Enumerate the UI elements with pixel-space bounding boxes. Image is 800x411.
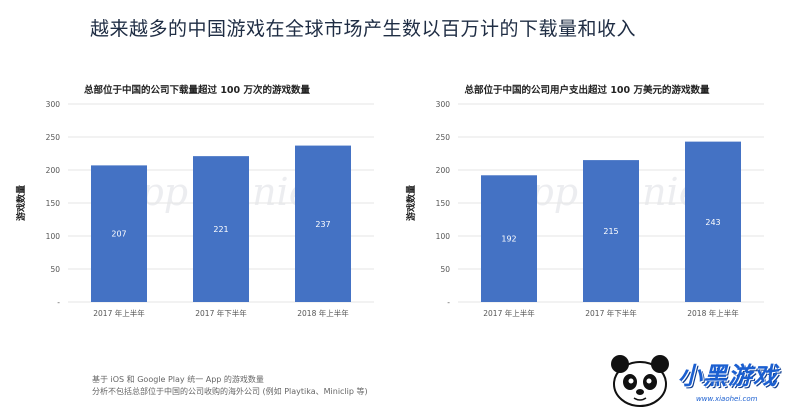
y-tick-label: 100 (436, 232, 451, 241)
y-tick-label: - (447, 298, 450, 307)
bar-value-label: 221 (213, 225, 228, 234)
bar (481, 175, 537, 302)
bar (91, 165, 147, 302)
site-logo[interactable]: 小黑游戏 www.xiaohei.com (600, 350, 800, 410)
y-tick-label: 150 (46, 199, 61, 208)
x-tick-label: 2017 年上半年 (93, 308, 145, 318)
bar (193, 156, 249, 302)
chart-panel-revenue: 总部位于中国的公司用户支出超过 100 万美元的游戏数量 App Annie 3… (402, 72, 772, 332)
x-tick-label: 2017 年上半年 (483, 308, 535, 318)
y-tick-label: - (57, 298, 60, 307)
bar-chart-revenue: 300 250 200 150 100 50 - 游戏数量 192 2017 年上半年 215 201… (405, 100, 764, 318)
y-tick-label: 300 (46, 100, 61, 109)
y-tick-label: 300 (436, 100, 451, 109)
y-axis-label: 游戏数量 (15, 185, 27, 221)
x-tick-label: 2018 年上半年 (687, 308, 739, 318)
footnote-source: 基于 iOS 和 Google Play 统一 App 的游戏数量 (92, 375, 264, 384)
y-tick-label: 200 (436, 166, 451, 175)
y-tick-label: 50 (440, 265, 450, 274)
bar-value-label: 192 (501, 235, 516, 244)
y-tick-label: 250 (46, 133, 61, 142)
page-title: 越来越多的中国游戏在全球市场产生数以百万计的下载量和收入 (90, 18, 637, 40)
logo-text: 小黑游戏 (678, 362, 778, 390)
panda-icon (611, 355, 669, 407)
x-tick-label: 2017 年下半年 (195, 308, 247, 318)
bar-value-label: 237 (315, 220, 330, 229)
y-tick-label: 50 (50, 265, 60, 274)
y-tick-label: 150 (436, 199, 451, 208)
bar-chart-downloads: 300 250 200 150 100 50 - 游戏数量 207 2017 年上半年 221 201… (15, 100, 374, 318)
logo-url: www.xiaohei.com (696, 395, 758, 403)
chart-title: 总部位于中国的公司下载量超过 100 万次的游戏数量 (84, 85, 310, 96)
y-tick-label: 100 (46, 232, 61, 241)
bar-value-label: 243 (705, 218, 720, 227)
footnote-exclusion: 分析不包括总部位于中国的公司收购的海外公司 (例如 Playtika、Minic… (92, 387, 368, 396)
bar-value-label: 215 (603, 227, 618, 236)
bar-value-label: 207 (111, 230, 126, 239)
bar (583, 160, 639, 302)
chart-title: 总部位于中国的公司用户支出超过 100 万美元的游戏数量 (464, 85, 710, 96)
y-axis-label: 游戏数量 (405, 185, 417, 221)
bar (295, 145, 351, 302)
y-tick-label: 250 (436, 133, 451, 142)
x-tick-label: 2017 年下半年 (585, 308, 637, 318)
chart-panel-downloads: 总部位于中国的公司下载量超过 100 万次的游戏数量 App Annie 300… (12, 72, 382, 332)
x-tick-label: 2018 年上半年 (297, 308, 349, 318)
y-tick-label: 200 (46, 166, 61, 175)
bar (685, 141, 741, 302)
